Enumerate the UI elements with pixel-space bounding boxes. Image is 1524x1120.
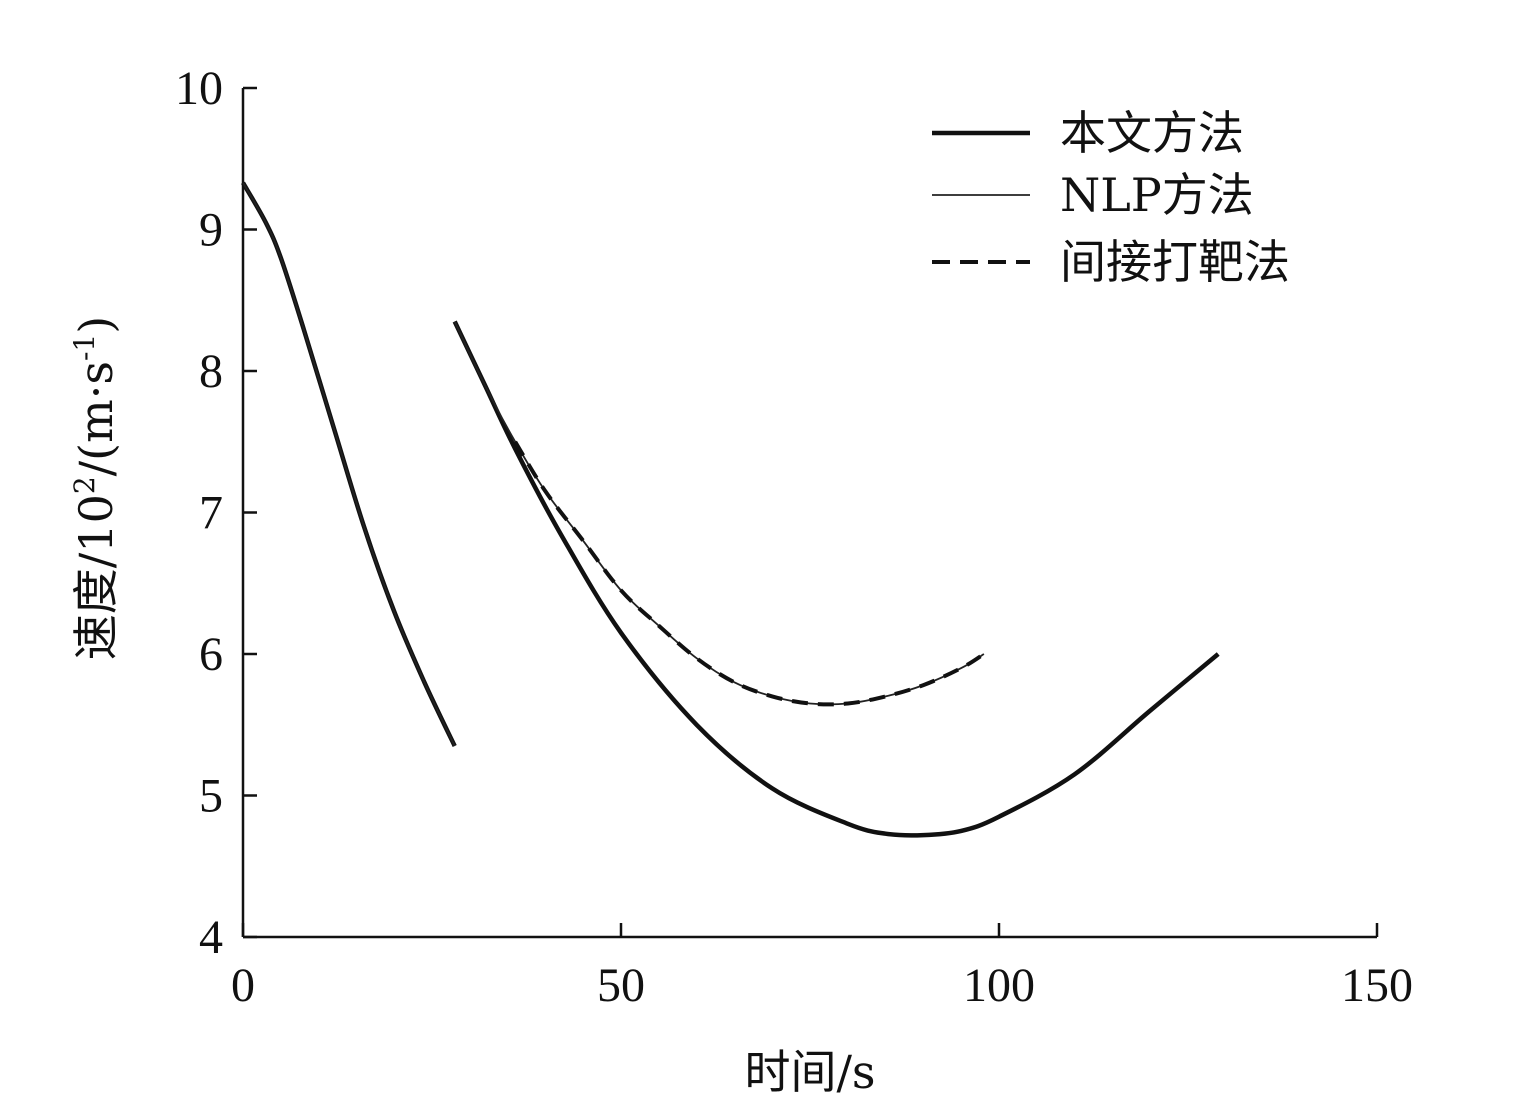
- legend-item: 本文方法: [932, 106, 1244, 160]
- y-tick-label: 7: [199, 487, 223, 540]
- series-line: [452, 320, 1220, 838]
- x-tick-label: 50: [597, 959, 645, 1012]
- legend-label: 本文方法: [1060, 106, 1244, 160]
- x-tick-label: 100: [963, 959, 1035, 1012]
- series-line: [513, 440, 985, 707]
- series-line: [242, 182, 456, 747]
- series-layer: [241, 181, 1220, 838]
- x-tick-label: 0: [231, 959, 255, 1012]
- series-2: [242, 182, 985, 747]
- legend-item: NLP方法: [932, 168, 1254, 222]
- legend-label: NLP方法: [1060, 168, 1254, 222]
- y-tick-label: 4: [199, 911, 223, 964]
- y-tick-label: 5: [199, 770, 223, 823]
- y-tick-label: 9: [199, 204, 223, 257]
- legend-item: 间接打靶法: [932, 235, 1290, 289]
- series-3: [513, 440, 985, 707]
- y-tick-label: 8: [199, 345, 223, 398]
- y-tick-label: 10: [175, 62, 223, 115]
- legend-label: 间接打靶法: [1060, 235, 1290, 289]
- series-line: [453, 321, 985, 706]
- x-tick-label: 150: [1341, 959, 1413, 1012]
- axes: 0 50 100 150 4 5 6 7 8 9 10: [175, 62, 1413, 1012]
- y-axis-title: 速度/102/(m·s-1): [68, 316, 123, 660]
- series-line: [241, 181, 457, 747]
- y-tick-label: 6: [199, 628, 223, 681]
- x-axis-title: 时间/s: [744, 1045, 875, 1099]
